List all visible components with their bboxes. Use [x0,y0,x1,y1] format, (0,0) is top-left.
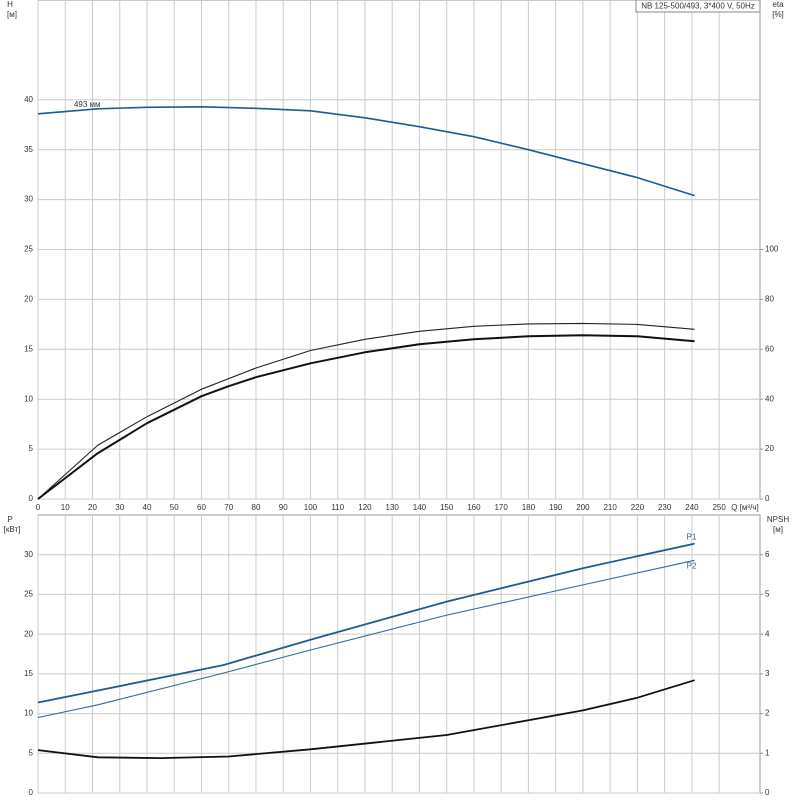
y2-tick-label: 0 [765,788,770,797]
y-tick-label: 10 [24,394,33,403]
x-tick-label: 160 [467,503,481,512]
y-axis-label: H [7,0,13,9]
curve [37,679,695,759]
y-tick-label: 40 [24,95,33,104]
y-tick-label: 25 [24,245,33,254]
x-tick-label: 180 [522,503,536,512]
y-tick-label: 0 [29,494,34,503]
y2-tick-label: 80 [765,295,774,304]
y2-tick-label: 40 [765,394,774,403]
series-label: P2 [687,561,697,570]
x-tick-label: 190 [549,503,563,512]
y2-tick-label: 60 [765,344,774,353]
y-tick-label: 5 [29,748,34,757]
series-label: 493 мм [74,100,101,109]
y-tick-label: 25 [24,590,33,599]
x-tick-label: 60 [197,503,206,512]
x-tick-label: 10 [61,503,70,512]
y-tick-label: 5 [29,444,34,453]
y2-axis-unit: [%] [772,10,784,19]
x-tick-label: 90 [279,503,288,512]
curve [37,559,695,719]
x-tick-label: 140 [413,503,427,512]
x-tick-label: 150 [440,503,454,512]
y2-tick-label: 4 [765,629,770,638]
x-tick-label: 220 [631,503,645,512]
x-tick-label: 50 [170,503,179,512]
y-tick-label: 10 [24,709,33,718]
y-tick-label: 20 [24,295,33,304]
y2-tick-label: 5 [765,590,770,599]
curve [37,334,695,500]
curve [37,322,695,500]
x-axis-label: Q [м³/ч] [731,503,758,512]
x-tick-label: 210 [603,503,617,512]
y-tick-label: 30 [24,550,33,559]
chart-title: NB 125-500/493, 3*400 V, 50Hz [641,2,755,11]
y-tick-label: 35 [24,145,33,154]
y-tick-label: 15 [24,344,33,353]
curve [37,542,695,704]
y2-tick-label: 2 [765,709,770,718]
y2-axis-unit: [м] [773,525,783,534]
x-tick-label: 20 [88,503,97,512]
title-box [635,0,761,13]
plot-frame [37,514,761,794]
x-tick-label: 100 [304,503,318,512]
series-label: P1 [687,533,697,542]
x-tick-label: 0 [36,503,41,512]
y-tick-label: 20 [24,629,33,638]
x-tick-label: 230 [658,503,672,512]
y2-axis-label: eta [772,0,784,9]
y-tick-label: 30 [24,195,33,204]
y2-axis-label: NPSH [767,515,789,524]
y-tick-label: 0 [29,788,34,797]
x-tick-label: 200 [576,503,590,512]
x-tick-label: 250 [712,503,726,512]
x-tick-label: 80 [252,503,261,512]
y-tick-label: 15 [24,669,33,678]
x-tick-label: 70 [224,503,233,512]
curve [37,106,695,197]
x-tick-label: 130 [386,503,400,512]
y2-tick-label: 1 [765,748,770,757]
y2-tick-label: 20 [765,444,774,453]
x-tick-label: 40 [143,503,152,512]
y2-tick-label: 100 [765,245,779,254]
y2-tick-label: 6 [765,550,770,559]
y2-tick-label: 3 [765,669,770,678]
x-tick-label: 240 [685,503,699,512]
x-tick-label: 30 [115,503,124,512]
y2-tick-label: 0 [765,494,770,503]
x-tick-label: 110 [331,503,344,512]
x-tick-label: 120 [358,503,372,512]
y-axis-unit: [кВт] [4,525,21,534]
y-axis-unit: [м] [7,10,17,19]
x-tick-label: 170 [494,503,508,512]
y-axis-label: P [7,515,12,524]
